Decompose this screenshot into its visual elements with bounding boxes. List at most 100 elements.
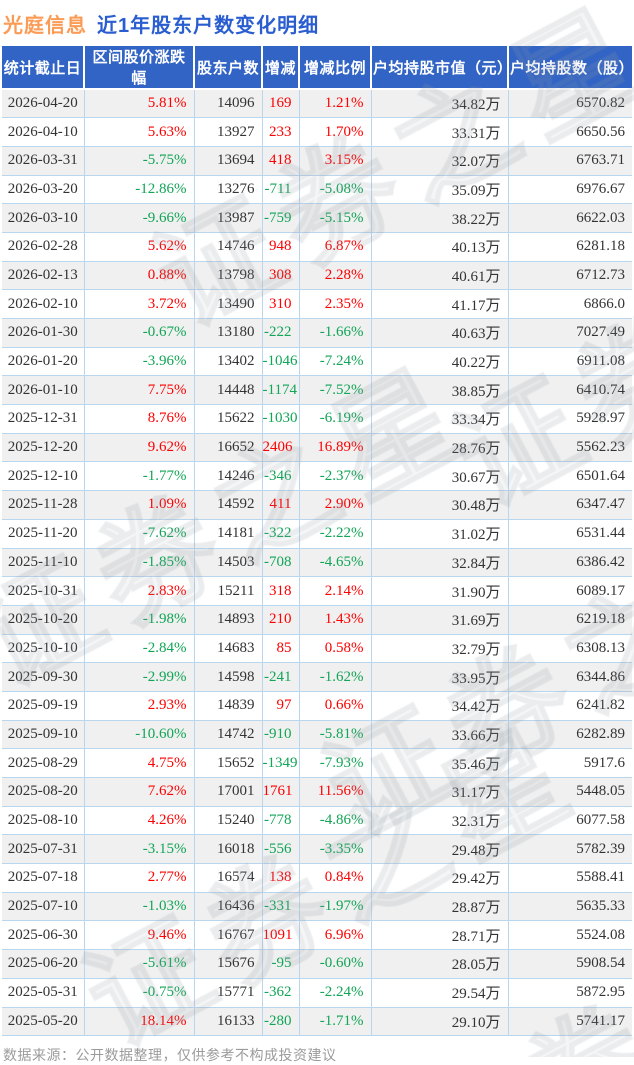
cell-delta: -280 — [262, 1007, 300, 1037]
cell-avg-shares: 6570.82 — [508, 89, 632, 119]
cell-avg-shares: 6386.42 — [508, 548, 632, 578]
cell-date: 2025-08-10 — [2, 806, 85, 836]
cell-avg-shares: 6281.18 — [508, 232, 632, 262]
cell-holders: 13180 — [194, 318, 263, 348]
cell-avg-value: 33.34万 — [371, 404, 509, 434]
col-header-holders: 股东户数 — [194, 46, 263, 90]
table-row: 2025-09-30 -2.99% 14598 -241 -1.62% 33.95万 634… — [2, 662, 632, 692]
cell-avg-value: 38.22万 — [371, 203, 509, 233]
cell-delta: 85 — [262, 634, 300, 664]
cell-delta: -322 — [262, 519, 300, 549]
cell-holders: 13694 — [194, 146, 263, 176]
cell-date: 2025-07-31 — [2, 834, 85, 865]
cell-delta-pct: 16.89% — [299, 433, 372, 463]
cell-delta-pct: -7.24% — [299, 347, 372, 377]
cell-date: 2025-12-10 — [2, 461, 85, 492]
cell-date: 2025-07-18 — [2, 863, 85, 893]
cell-price-change: -1.85% — [84, 548, 195, 578]
cell-holders: 16436 — [194, 892, 263, 922]
cell-delta-pct: 2.35% — [299, 289, 372, 319]
cell-date: 2025-11-28 — [2, 490, 85, 520]
cell-date: 2026-04-10 — [2, 117, 85, 147]
cell-avg-value: 32.79万 — [371, 634, 509, 664]
cell-avg-value: 40.13万 — [371, 232, 509, 262]
cell-holders: 16133 — [194, 1007, 263, 1037]
cell-price-change: 1.09% — [84, 490, 195, 520]
cell-holders: 14746 — [194, 232, 263, 262]
cell-price-change: 0.88% — [84, 261, 195, 291]
cell-avg-value: 29.48万 — [371, 834, 509, 865]
cell-price-change: -1.77% — [84, 461, 195, 492]
cell-delta: 318 — [262, 576, 300, 606]
cell-date: 2026-02-10 — [2, 289, 85, 319]
cell-delta: -241 — [262, 662, 300, 692]
table-row: 2025-10-20 -1.98% 14893 210 1.43% 31.69万 6219.… — [2, 605, 632, 635]
cell-holders: 14181 — [194, 519, 263, 549]
cell-delta-pct: 2.90% — [299, 490, 372, 520]
cell-delta-pct: -5.81% — [299, 720, 372, 750]
cell-avg-value: 28.76万 — [371, 433, 509, 463]
cell-price-change: 5.81% — [84, 89, 195, 119]
cell-delta: -362 — [262, 978, 300, 1008]
cell-date: 2025-05-20 — [2, 1007, 85, 1037]
cell-delta-pct: 1.21% — [299, 89, 372, 119]
table-row: 2025-07-31 -3.15% 16018 -556 -3.35% 29.48万 578… — [2, 834, 632, 865]
col-header-avg-shares: 户均持股数（股） — [508, 46, 634, 90]
cell-price-change: -10.60% — [84, 720, 195, 750]
cell-delta: -346 — [262, 461, 300, 492]
cell-date: 2025-12-20 — [2, 433, 85, 463]
cell-delta: -778 — [262, 806, 300, 836]
cell-avg-shares: 6282.89 — [508, 720, 632, 750]
table-row: 2026-01-10 7.75% 14448 -1174 -7.52% 38.85万 641… — [2, 375, 632, 406]
cell-avg-shares: 6650.56 — [508, 117, 632, 147]
cell-delta-pct: 6.96% — [299, 920, 372, 951]
cell-delta-pct: 1.70% — [299, 117, 372, 147]
page-title: 光庭信息 近1年股东户数变化明细 — [0, 0, 634, 46]
cell-avg-shares: 6911.08 — [508, 347, 632, 377]
cell-delta: 138 — [262, 863, 300, 893]
cell-delta: -759 — [262, 203, 300, 233]
cell-price-change: -3.15% — [84, 834, 195, 865]
cell-price-change: 3.72% — [84, 289, 195, 319]
table-row: 2025-05-31 -0.75% 15771 -362 -2.24% 29.54万 587… — [2, 978, 632, 1008]
cell-price-change: -2.99% — [84, 662, 195, 692]
cell-date: 2025-07-10 — [2, 892, 85, 922]
cell-date: 2025-10-31 — [2, 576, 85, 606]
cell-delta-pct: 0.58% — [299, 634, 372, 664]
cell-delta-pct: 1.43% — [299, 605, 372, 635]
table-row: 2025-07-18 2.77% 16574 138 0.84% 29.42万 5588.4… — [2, 863, 632, 893]
cell-delta-pct: -1.71% — [299, 1007, 372, 1037]
cell-avg-value: 33.66万 — [371, 720, 509, 750]
cell-avg-shares: 6347.47 — [508, 490, 632, 520]
cell-avg-shares: 6219.18 — [508, 605, 632, 635]
cell-avg-value: 30.48万 — [371, 490, 509, 520]
cell-price-change: -2.84% — [84, 634, 195, 664]
cell-delta-pct: -1.66% — [299, 318, 372, 348]
cell-date: 2026-01-30 — [2, 318, 85, 348]
cell-delta-pct: 2.14% — [299, 576, 372, 606]
cell-delta: 210 — [262, 605, 300, 635]
cell-avg-value: 40.22万 — [371, 347, 509, 377]
cell-avg-shares: 5635.33 — [508, 892, 632, 922]
cell-price-change: -12.86% — [84, 175, 195, 205]
cell-price-change: 5.63% — [84, 117, 195, 147]
cell-delta-pct: -4.86% — [299, 806, 372, 836]
cell-delta: 233 — [262, 117, 300, 147]
cell-holders: 16767 — [194, 920, 263, 951]
cell-delta-pct: -0.60% — [299, 949, 372, 979]
cell-holders: 14096 — [194, 89, 263, 119]
cell-avg-value: 31.17万 — [371, 777, 509, 807]
cell-date: 2025-09-10 — [2, 720, 85, 750]
cell-holders: 15211 — [194, 576, 263, 606]
cell-holders: 13798 — [194, 261, 263, 291]
col-header-price-change: 区间股价涨跌幅 — [84, 46, 195, 90]
cell-avg-shares: 6241.82 — [508, 691, 632, 721]
cell-holders: 17001 — [194, 777, 263, 807]
cell-avg-shares: 5562.23 — [508, 433, 632, 463]
cell-price-change: 8.76% — [84, 404, 195, 434]
cell-delta: -331 — [262, 892, 300, 922]
cell-delta-pct: -3.35% — [299, 834, 372, 865]
cell-avg-value: 28.05万 — [371, 949, 509, 979]
cell-delta-pct: 2.28% — [299, 261, 372, 291]
cell-avg-value: 34.82万 — [371, 89, 509, 119]
